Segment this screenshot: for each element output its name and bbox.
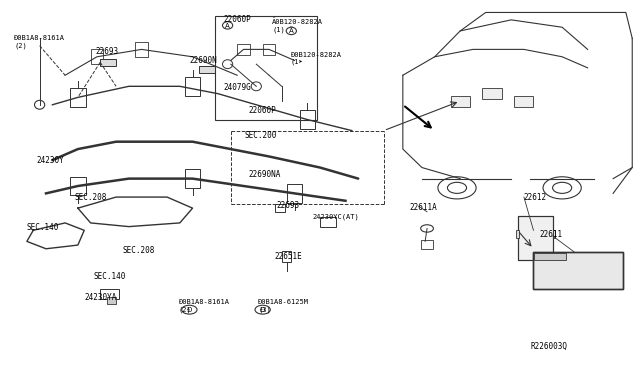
Text: 22611A: 22611A	[409, 202, 437, 212]
Ellipse shape	[552, 182, 572, 193]
Text: 22693: 22693	[276, 201, 300, 210]
Bar	[534, 253, 623, 289]
Bar	[262, 44, 275, 55]
Text: R226003Q: R226003Q	[531, 342, 567, 351]
Bar	[282, 251, 291, 262]
Text: Ð0B1A8-6125M
(3): Ð0B1A8-6125M (3)	[258, 299, 309, 313]
Text: 22060P: 22060P	[223, 15, 251, 23]
Bar	[106, 297, 116, 304]
Bar	[518, 215, 552, 260]
Bar	[275, 205, 285, 212]
Bar	[185, 169, 200, 188]
Bar	[483, 88, 502, 99]
Ellipse shape	[438, 177, 476, 199]
Ellipse shape	[420, 225, 433, 232]
Text: 22612: 22612	[524, 193, 547, 202]
Text: Ð0B120-8282A
(1➤: Ð0B120-8282A (1➤	[291, 52, 342, 65]
Text: 22693: 22693	[96, 47, 119, 56]
Text: Ð: Ð	[187, 307, 192, 313]
Bar	[515, 96, 534, 107]
Bar	[185, 77, 200, 96]
Bar	[518, 215, 552, 260]
Ellipse shape	[255, 305, 270, 314]
Bar	[237, 44, 250, 55]
Text: 24079G: 24079G	[223, 83, 251, 92]
Text: SEC.140: SEC.140	[94, 272, 126, 281]
Ellipse shape	[286, 27, 296, 35]
Text: SEC.208: SEC.208	[75, 193, 107, 202]
Text: 24230Y: 24230Y	[36, 155, 64, 165]
Text: Ä0B120-8282A
(1): Ä0B120-8282A (1)	[272, 18, 323, 33]
Text: SEC.140: SEC.140	[27, 223, 60, 232]
Bar	[300, 110, 315, 129]
Bar	[320, 217, 336, 227]
Ellipse shape	[35, 100, 45, 109]
Text: SEC.208: SEC.208	[122, 246, 155, 255]
Text: 22651E: 22651E	[274, 251, 302, 261]
Bar	[100, 59, 116, 66]
Bar	[100, 289, 119, 299]
Bar	[70, 177, 86, 195]
Ellipse shape	[223, 22, 233, 29]
Text: 22690NA: 22690NA	[248, 170, 281, 179]
Text: 22690N: 22690N	[189, 56, 217, 65]
Text: 22611: 22611	[540, 230, 563, 239]
Ellipse shape	[543, 177, 581, 199]
Bar	[135, 42, 148, 57]
Ellipse shape	[182, 305, 197, 314]
Ellipse shape	[251, 82, 261, 91]
Text: Ð0B1A8-8161A
(2): Ð0B1A8-8161A (2)	[179, 299, 230, 313]
Bar	[287, 184, 302, 203]
Bar	[420, 240, 433, 249]
Bar	[91, 49, 103, 64]
Bar	[199, 66, 215, 73]
Text: SEC.200: SEC.200	[245, 131, 277, 140]
Text: 22060P: 22060P	[248, 106, 276, 115]
Text: Ä: Ä	[225, 22, 230, 29]
Text: 24230YA: 24230YA	[84, 293, 116, 302]
Bar	[534, 253, 566, 260]
Bar	[552, 230, 555, 238]
Bar	[215, 16, 317, 119]
Bar	[451, 96, 470, 107]
Text: Ð: Ð	[260, 307, 266, 313]
Text: Ð0B1A8-8161A
(2): Ð0B1A8-8161A (2)	[14, 35, 65, 49]
Ellipse shape	[447, 182, 467, 193]
Bar	[516, 230, 519, 238]
Text: 24230YC(AT): 24230YC(AT)	[312, 213, 359, 219]
Text: Ä: Ä	[289, 28, 294, 34]
Ellipse shape	[223, 60, 233, 68]
Bar	[534, 253, 623, 289]
Bar	[70, 88, 86, 107]
